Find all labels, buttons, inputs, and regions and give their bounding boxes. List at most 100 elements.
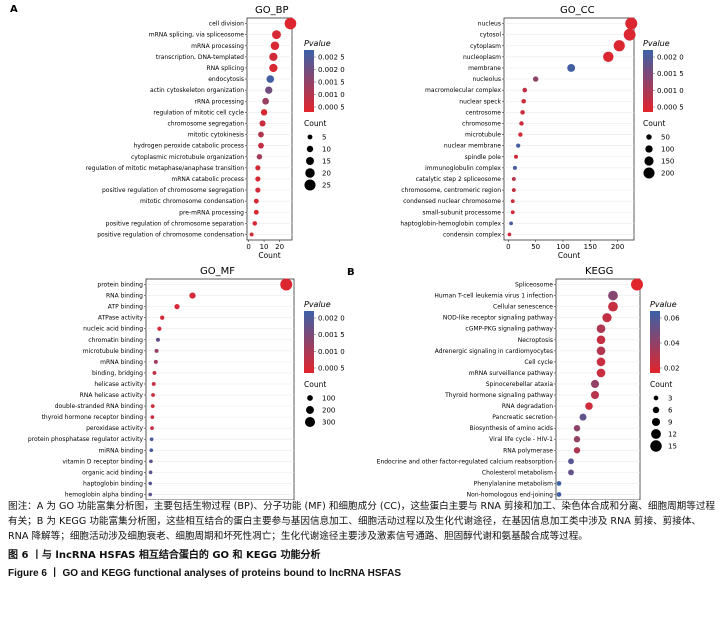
go_cc-point <box>512 165 517 170</box>
go_mf-point <box>148 470 153 475</box>
go_mf-size-legend-label: 100 <box>322 395 335 403</box>
go_bp-size-legend-dot <box>305 168 315 178</box>
go_mf-colorbar <box>304 311 314 373</box>
figure-caption: 图注：A 为 GO 功能富集分析图，主要包括生物过程 (BP)、分子功能 (MF… <box>8 499 720 581</box>
kegg-category-label: Non-homologous end-joining <box>467 491 554 498</box>
go_mf-category-label: organic acid binding <box>82 469 143 476</box>
go_mf-point <box>150 404 155 408</box>
kegg-size-legend-dot <box>651 429 661 439</box>
go_bp-category-label: mitotic cytokinesis <box>188 132 244 139</box>
go_mf-colorbar-label: 0.002 0 <box>318 315 345 323</box>
panel-letter-b: B <box>347 267 355 278</box>
go_mf-category-label: helicase activity <box>94 381 143 388</box>
kegg-point <box>556 481 562 486</box>
kegg-colorbar-label: 0.02 <box>664 365 680 373</box>
go_bp-point <box>260 109 268 116</box>
go_mf-category-label: haptoglobin binding <box>83 480 143 487</box>
go_cc-point <box>623 28 636 41</box>
go_cc-xtick-label: 100 <box>556 243 569 251</box>
go_mf-category-label: RNA helicase activity <box>80 392 144 399</box>
go_mf-point <box>152 370 157 375</box>
go_cc-point <box>532 76 539 82</box>
go_bp-category-label: mRNA catabolic process <box>171 176 244 183</box>
kegg-size-legend-label: 3 <box>668 395 672 403</box>
go_bp-point <box>269 52 278 61</box>
kegg-point <box>602 313 612 323</box>
go_bp-point <box>265 86 273 94</box>
kegg-category-label: Biosynthesis of amino acids <box>470 425 553 432</box>
kegg-size-legend-dot <box>650 440 662 452</box>
go_mf-category-label: mRNA binding <box>100 359 143 366</box>
go_cc-category-label: centrosome <box>466 109 502 116</box>
go_cc-xtick-label: 50 <box>531 243 540 251</box>
kegg-point <box>608 301 618 312</box>
go_cc-point <box>510 210 515 215</box>
go_mf-point <box>149 448 154 453</box>
go_bp-colorbar-label: 0.002 5 <box>318 54 345 62</box>
go_bp-size-legend-dot <box>307 134 313 140</box>
kegg-point <box>573 447 581 454</box>
go_mf-size-legend-dot <box>304 416 316 428</box>
go_cc-category-label: small-subunit processome <box>422 209 501 216</box>
go_mf-point <box>154 348 159 353</box>
kegg-point <box>596 357 606 367</box>
go_mf-point <box>148 492 153 497</box>
go_cc-size-legend-title: Count <box>643 119 665 128</box>
go_cc-category-label: cytosol <box>480 32 502 39</box>
kegg-point <box>590 390 600 400</box>
kegg-point <box>631 278 643 291</box>
go_cc-colorbar-label: 0.002 0 <box>657 54 684 62</box>
go_cc-xlabel: Count <box>558 251 580 260</box>
go_cc-point <box>567 64 576 72</box>
kegg-category-label: Cellular senescence <box>493 304 553 311</box>
kegg-panel: KEGG Spliceosome Human T-cell leukemia vir… <box>377 266 680 500</box>
kegg-category-label: Human T-cell leukemia virus 1 infection <box>434 293 553 300</box>
go_mf-point <box>174 303 180 310</box>
kegg-category-label: Phenylalanine metabolism <box>474 480 554 487</box>
go_bp-colorbar-label: 0.002 0 <box>318 66 345 74</box>
kegg-color-legend-title: Pvalue <box>650 300 677 309</box>
kegg-point <box>590 379 600 389</box>
go_bp-point <box>255 165 261 171</box>
go_bp-colorbar-label: 0.000 5 <box>318 104 345 112</box>
go_bp-category-label: hydrogen peroxide catabolic process <box>134 143 244 150</box>
panel-letter-a: A <box>10 4 18 15</box>
kegg-category-label: NOD-like receptor signaling pathway <box>443 315 554 322</box>
go_mf-colorbar-label: 0.001 5 <box>318 331 345 339</box>
go_bp-category-label: mitotic chromosome condensation <box>140 198 244 205</box>
go_cc-category-label: chromosome <box>462 120 501 127</box>
kegg-size-legend-title: Count <box>650 380 672 389</box>
go_bp-point <box>258 131 264 138</box>
go_cc-point <box>625 17 638 30</box>
go_cc-point <box>519 121 524 126</box>
go_cc-category-label: nucleoplasm <box>463 54 501 61</box>
go_cc-category-label: nuclear speck <box>459 98 501 105</box>
go_mf-category-label: chromatin binding <box>88 337 143 344</box>
kegg-category-label: Viral life cycle - HIV-1 <box>489 436 553 443</box>
go_mf-point <box>280 278 293 291</box>
go_bp-category-label: actin cytoskeleton organization <box>150 87 244 94</box>
go_cc-point <box>520 110 525 115</box>
go_cc-color-legend-title: Pvalue <box>643 39 670 48</box>
kegg-title: KEGG <box>585 266 613 277</box>
go_bp-size-legend-dot <box>306 145 314 153</box>
kegg-colorbar <box>650 311 660 373</box>
go_bp-category-label: positive regulation of chromosome conden… <box>97 231 244 238</box>
go_cc-colorbar-label: 0.001 5 <box>657 70 684 78</box>
go_bp-size-legend-label: 10 <box>322 146 331 154</box>
go_bp-point <box>270 41 280 51</box>
kegg-colorbar-label: 0.04 <box>664 340 680 348</box>
go_cc-category-label: condensed nuclear chromosome <box>403 198 501 205</box>
go_bp-point <box>255 187 261 193</box>
kegg-size-legend-label: 12 <box>668 431 677 439</box>
kegg-point <box>596 335 606 345</box>
go_mf-point <box>157 326 162 331</box>
kegg-point <box>596 368 606 378</box>
go_mf-point <box>149 459 153 464</box>
go_bp-category-label: positive regulation of chromosome segreg… <box>102 187 244 194</box>
go_cc-xtick-label: 200 <box>611 243 624 251</box>
go_mf-category-label: miRNA binding <box>98 447 143 454</box>
